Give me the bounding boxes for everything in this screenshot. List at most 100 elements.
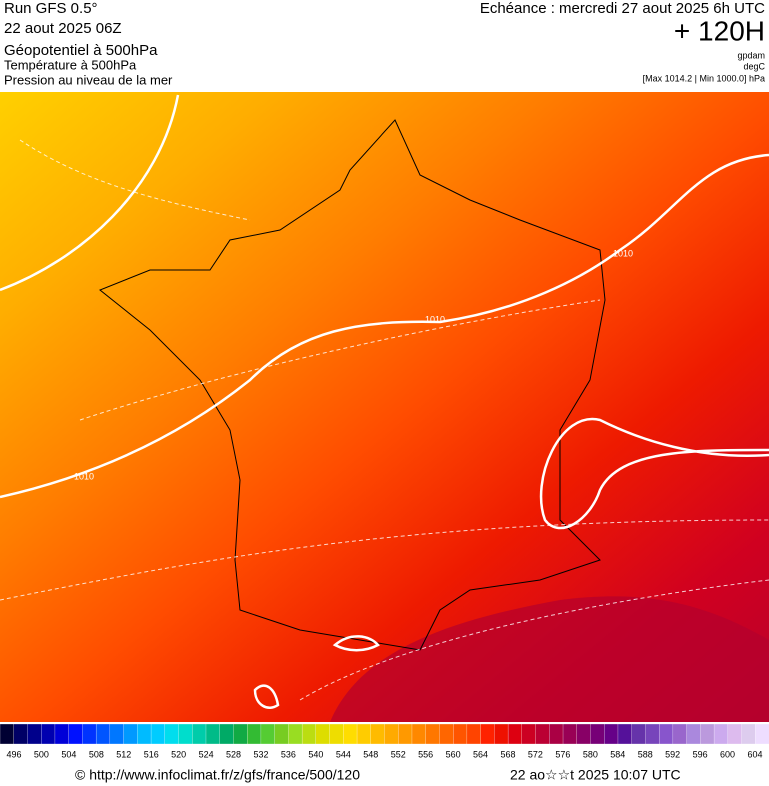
- color-swatch: [631, 723, 646, 745]
- scale-label: 540: [308, 749, 323, 759]
- color-swatch: [219, 723, 234, 745]
- color-swatch: [480, 723, 495, 745]
- scale-label: 524: [199, 749, 214, 759]
- scale-label: 580: [583, 749, 598, 759]
- unit: degC: [743, 61, 765, 71]
- run-title: Run GFS 0.5°: [4, 0, 98, 17]
- color-swatch: [686, 723, 701, 745]
- color-swatch: [95, 723, 111, 745]
- color-swatch: [150, 723, 166, 745]
- scale-label: 548: [363, 749, 378, 759]
- color-swatch: [604, 723, 619, 745]
- color-swatch: [13, 723, 28, 745]
- scale-label: 504: [61, 749, 76, 759]
- color-swatch: [466, 723, 482, 745]
- color-swatch: [411, 723, 427, 745]
- field-3: Pression au niveau de la mer: [4, 72, 173, 87]
- color-swatch: [398, 723, 413, 745]
- color-swatch: [521, 723, 537, 745]
- color-swatch: [82, 723, 97, 745]
- isotherm: [0, 139, 769, 701]
- color-swatch: [27, 723, 42, 745]
- color-swatch: [205, 723, 221, 745]
- color-swatch: [329, 723, 344, 745]
- isobar-label: 1010: [613, 248, 633, 258]
- color-swatch: [425, 723, 440, 745]
- color-swatch: [507, 723, 523, 745]
- color-swatch: [192, 723, 207, 745]
- color-swatch: [315, 723, 331, 745]
- color-swatch: [370, 723, 385, 745]
- color-swatch: [727, 723, 742, 745]
- color-swatch: [260, 723, 276, 745]
- color-swatch: [247, 723, 262, 745]
- color-swatch: [109, 723, 125, 745]
- isobar-label: 1010: [74, 471, 94, 481]
- color-swatch: [439, 723, 454, 745]
- lead-time: + 120H: [674, 15, 765, 46]
- color-swatch: [755, 723, 769, 745]
- unit: [Max 1014.2 | Min 1000.0] hPa: [643, 73, 765, 83]
- scale-label: 556: [418, 749, 433, 759]
- color-swatch: [741, 723, 756, 745]
- validity: Echéance : mercredi 27 aout 2025 6h UTC: [480, 0, 765, 17]
- scale-label: 576: [555, 749, 570, 759]
- scale-label: 588: [638, 749, 653, 759]
- color-swatch: [137, 723, 152, 745]
- scale-label: 564: [473, 749, 488, 759]
- color-swatch: [343, 723, 358, 745]
- color-swatch: [617, 723, 633, 745]
- color-swatch: [356, 723, 372, 745]
- scale-label: 560: [446, 749, 461, 759]
- scale-label: 584: [610, 749, 625, 759]
- color-swatch: [535, 723, 550, 745]
- scale-label: 552: [391, 749, 406, 759]
- color-swatch: [672, 723, 688, 745]
- color-swatch: [41, 723, 56, 745]
- color-swatch: [301, 723, 317, 745]
- scale-label: 500: [34, 749, 49, 759]
- color-swatch: [178, 723, 193, 745]
- field-2: Température à 500hPa: [4, 57, 137, 72]
- color-scale: 496 500 504 508 512 516 520 524 528 532 536 540 544 5…: [0, 723, 769, 759]
- color-swatch: [700, 723, 715, 745]
- color-swatch: [123, 723, 138, 745]
- color-swatch: [233, 723, 248, 745]
- scale-label: 596: [693, 749, 708, 759]
- scale-label: 508: [89, 749, 104, 759]
- color-swatch: [549, 723, 564, 745]
- scale-label: 544: [336, 749, 351, 759]
- color-swatch: [274, 723, 289, 745]
- isobar: [253, 635, 380, 709]
- footer: © http://www.infoclimat.fr/z/gfs/france/…: [75, 767, 681, 783]
- scale-label: 520: [171, 749, 186, 759]
- color-swatch: [384, 723, 399, 745]
- scale-label: 572: [528, 749, 543, 759]
- color-swatch: [288, 723, 303, 745]
- scale-label: 600: [720, 749, 735, 759]
- color-swatch: [713, 723, 729, 745]
- scale-label: 528: [226, 749, 241, 759]
- color-swatch: [658, 723, 674, 745]
- isobar: [0, 94, 180, 292]
- field-1: Géopotentiel à 500hPa: [4, 42, 158, 59]
- unit: gpdam: [737, 50, 765, 60]
- isobar: [0, 153, 769, 499]
- color-swatch: [562, 723, 578, 745]
- scale-label: 536: [281, 749, 296, 759]
- map: 1010 1010 1010: [0, 92, 769, 722]
- scale-label: 604: [747, 749, 762, 759]
- scale-label: 532: [253, 749, 268, 759]
- generated-time: 22 ao☆☆t 2025 10:07 UTC: [510, 767, 681, 783]
- header: Run GFS 0.5° 22 aout 2025 06Z Géopotenti…: [4, 0, 766, 87]
- color-swatch: [590, 723, 605, 745]
- scale-label: 592: [665, 749, 680, 759]
- color-swatch: [453, 723, 468, 745]
- color-swatch: [645, 723, 660, 745]
- run-date: 22 aout 2025 06Z: [4, 20, 122, 37]
- country-border: [99, 119, 606, 651]
- scale-label: 496: [6, 749, 21, 759]
- color-swatch: [0, 723, 15, 745]
